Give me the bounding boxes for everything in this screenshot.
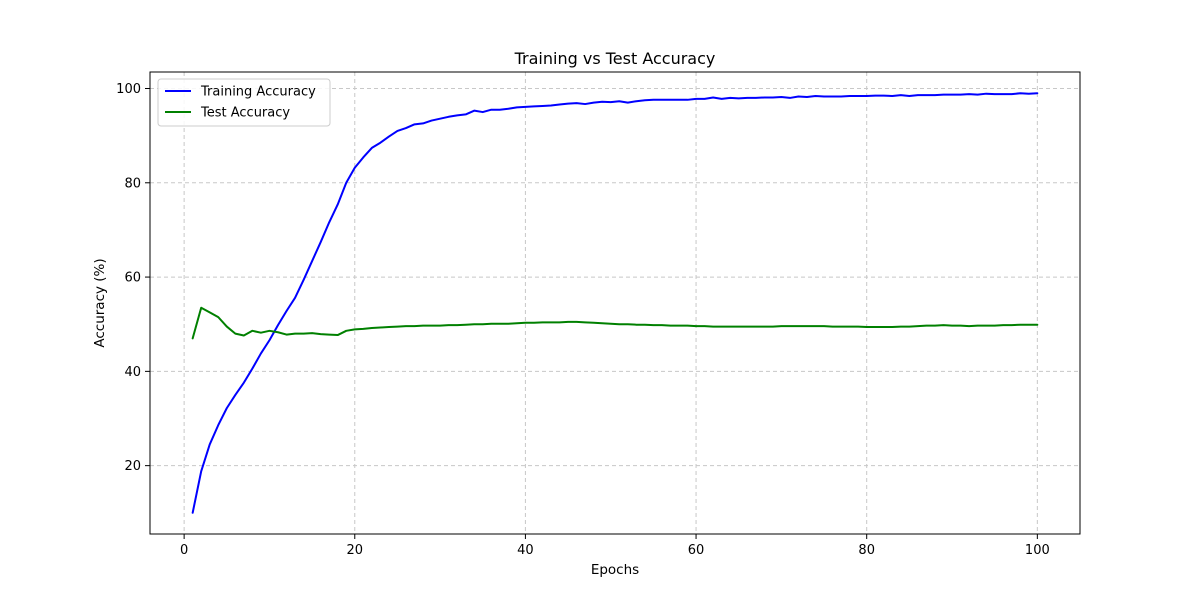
axis-ticks: 0 20 40 60 80 100 20 40 60 80 100 bbox=[116, 82, 1050, 558]
x-tick-label: 20 bbox=[346, 543, 363, 558]
y-axis-label: Accuracy (%) bbox=[92, 258, 108, 347]
y-tick-label: 60 bbox=[124, 271, 141, 286]
y-tick-label: 100 bbox=[116, 82, 141, 97]
x-tick-label: 80 bbox=[858, 543, 875, 558]
x-tick-label: 0 bbox=[180, 543, 188, 558]
chart-title: Training vs Test Accuracy bbox=[514, 49, 716, 68]
y-tick-label: 20 bbox=[124, 459, 141, 474]
x-tick-label: 100 bbox=[1025, 543, 1050, 558]
series-lines bbox=[191, 92, 1039, 514]
x-tick-label: 60 bbox=[688, 543, 705, 558]
legend: Training Accuracy Test Accuracy bbox=[157, 78, 331, 127]
series-line-training-accuracy bbox=[191, 92, 1039, 514]
x-axis-label: Epochs bbox=[591, 562, 639, 578]
x-tick-label: 40 bbox=[517, 543, 534, 558]
legend-entry-label: Training Accuracy bbox=[200, 85, 316, 100]
plot-area-background bbox=[150, 72, 1080, 534]
series-line-test-accuracy bbox=[191, 306, 1039, 340]
legend-box bbox=[157, 78, 331, 127]
y-tick-label: 40 bbox=[124, 365, 141, 380]
plot-area-frame bbox=[149, 71, 1081, 535]
legend-entry-label: Test Accuracy bbox=[200, 106, 290, 121]
y-tick-label: 80 bbox=[124, 176, 141, 191]
